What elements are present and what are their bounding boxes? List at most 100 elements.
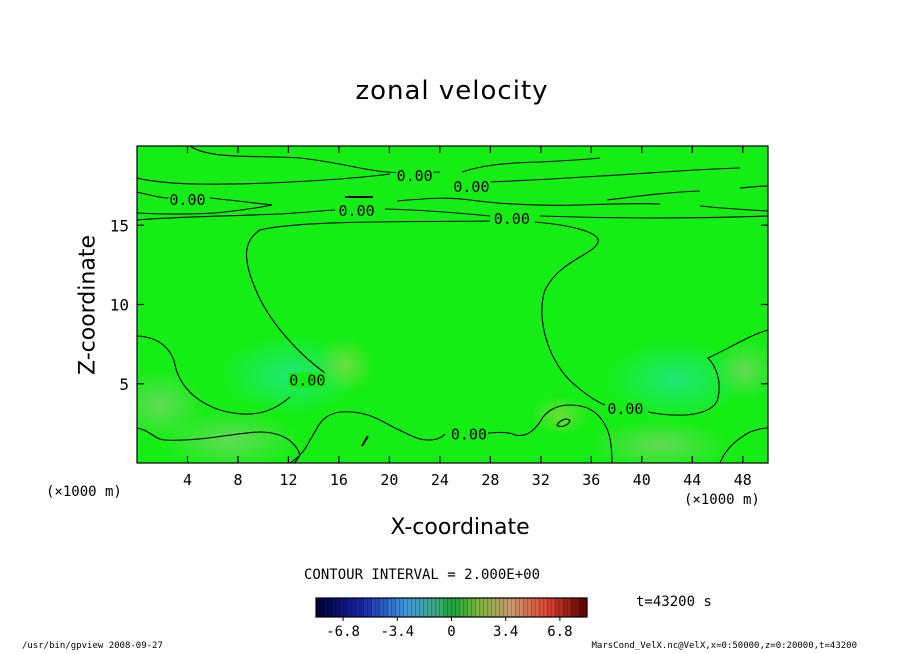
contour-line — [137, 197, 273, 215]
contour-line — [461, 157, 601, 173]
contour-line — [647, 329, 768, 416]
contour-line — [699, 205, 768, 212]
contour-label: 0.00 — [288, 372, 327, 390]
y-axis-ticks: 5 10 15 — [110, 216, 768, 394]
contour-label: 0.00 — [492, 210, 531, 228]
contour-line — [462, 167, 741, 184]
colorbar-cell — [555, 598, 564, 617]
colorbar-cell — [579, 598, 588, 617]
contour-interval-label: CONTOUR INTERVAL = 2.000E+00 — [304, 567, 541, 583]
colorbar-cell — [459, 598, 468, 617]
contour-line — [719, 427, 768, 463]
contour-label-text: 0.00 — [453, 178, 489, 196]
colorbar-cell — [411, 598, 421, 617]
contour-line — [189, 146, 441, 174]
colorbar-cell — [491, 598, 500, 617]
contour-label-text: 0.00 — [169, 191, 205, 209]
contour-line — [534, 221, 606, 406]
contour-label-text: 0.00 — [451, 425, 487, 443]
contour-label: 0.00 — [606, 400, 645, 418]
colorbar-cell — [427, 598, 437, 617]
contour-line — [539, 215, 768, 219]
colorbar-cell — [499, 598, 508, 617]
x-tick-label: 36 — [582, 471, 600, 489]
colorbar-cell — [563, 598, 572, 617]
x-tick-label: 40 — [633, 471, 651, 489]
contour-label-text: 0.00 — [494, 210, 530, 228]
x-tick-label: 8 — [233, 471, 242, 489]
x-axis-ticks: 4 8 12 16 20 24 28 32 36 40 44 48 — [183, 146, 752, 489]
colorbar-cell — [419, 598, 429, 617]
colorbar-tick-label: -3.4 — [380, 624, 414, 640]
contour-line — [396, 197, 661, 206]
x-tick-label: 44 — [683, 471, 701, 489]
contour-line — [137, 191, 171, 199]
contour-line — [137, 427, 301, 463]
contour-line — [606, 190, 701, 201]
contour-line — [487, 404, 613, 463]
colorbar-cell — [435, 598, 445, 617]
contour-lines — [137, 146, 768, 463]
contour-line — [137, 209, 336, 221]
y-tick-label: 15 — [110, 216, 129, 235]
colorbar-cell — [451, 598, 460, 617]
colorbar-cell — [371, 598, 381, 617]
x-tick-label: 24 — [431, 471, 449, 489]
contour-line — [137, 335, 291, 415]
contour-line — [137, 173, 391, 185]
x-unit-label-right: (×1000 m) — [684, 492, 760, 508]
y-axis-label: Z-coordinate — [75, 235, 101, 375]
x-unit-label-left: (×1000 m) — [46, 484, 122, 500]
contour-label: 0.00 — [337, 202, 376, 220]
footer-program-date: /usr/bin/gpview 2008-09-27 — [22, 641, 163, 651]
time-label: t=43200 s — [636, 594, 712, 610]
contour-label-text: 0.00 — [607, 400, 643, 418]
contour-line — [556, 418, 571, 427]
contour-line — [245, 220, 491, 374]
colorbar-cell — [531, 598, 540, 617]
colorbar-cell — [467, 598, 476, 617]
contour-label-text: 0.00 — [397, 167, 433, 185]
colorbar-tick-label: 0 — [447, 624, 455, 640]
colorbar-cell — [355, 598, 365, 617]
colorbar-cell — [379, 598, 389, 617]
colorbar-cell — [483, 598, 492, 617]
x-tick-label: 4 — [183, 471, 192, 489]
x-tick-label: 48 — [734, 471, 752, 489]
colorbar-cell — [523, 598, 532, 617]
x-tick-label: 20 — [380, 471, 398, 489]
contour-line — [384, 208, 491, 217]
contour-line — [289, 411, 446, 463]
y-tick-label: 10 — [110, 296, 129, 315]
contour-label-text: 0.00 — [339, 202, 375, 220]
x-tick-label: 12 — [279, 471, 297, 489]
colorbar-cell — [403, 598, 413, 617]
colorbar-cell — [395, 598, 405, 617]
colorbar-tick-label: 3.4 — [493, 624, 518, 640]
x-tick-label: 32 — [532, 471, 550, 489]
colorbar-cell — [507, 598, 516, 617]
contour-label: 0.00 — [168, 191, 207, 209]
contour-label: 0.00 — [449, 425, 488, 443]
x-tick-label: 28 — [481, 471, 499, 489]
colorbar-cell — [539, 598, 548, 617]
colorbar-cell — [331, 598, 341, 617]
contour-label: 0.00 — [395, 167, 434, 185]
contour-line — [739, 185, 768, 189]
chart-title: zonal velocity — [355, 76, 549, 106]
colorbar-cell — [443, 598, 452, 617]
contour-labels: 0.00 0.00 0.00 0.00 0.00 0.00 0.00 0.00 — [168, 167, 645, 443]
colorbar-cell — [547, 598, 556, 617]
x-axis-label: X-coordinate — [390, 515, 530, 540]
colorbar-cell — [339, 598, 349, 617]
contour-label: 0.00 — [452, 178, 491, 196]
contour-label-text: 0.00 — [289, 372, 325, 390]
colorbar-tick-label: -6.8 — [326, 624, 360, 640]
x-tick-label: 16 — [330, 471, 348, 489]
colorbar-cell — [347, 598, 357, 617]
footer-data-source: MarsCond_VelX.nc@VelX,x=0:50000,z=0:2000… — [591, 641, 857, 651]
colorbar-cell — [475, 598, 484, 617]
colorbar-cell — [571, 598, 580, 617]
colorbar-tick-label: 6.8 — [547, 624, 572, 640]
